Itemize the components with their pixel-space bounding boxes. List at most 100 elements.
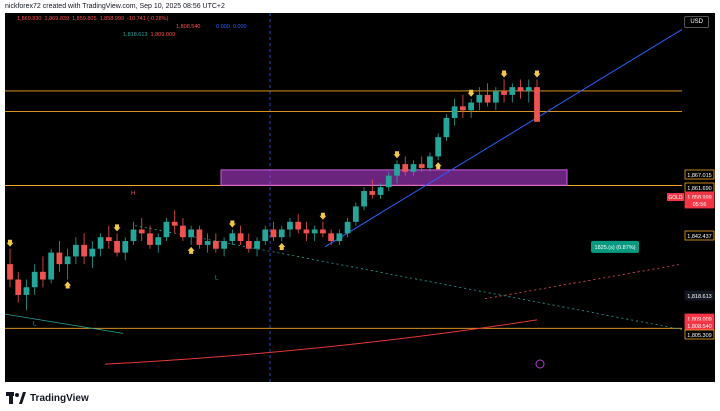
candle-body-14	[122, 241, 129, 253]
candle-body-58	[484, 94, 491, 103]
signal-arrow-down-6	[319, 212, 327, 220]
price-tag-text-0: 1,867.015	[687, 173, 711, 179]
candle-body-50	[418, 164, 425, 168]
candle-body-6	[56, 252, 63, 265]
candle-body-30	[254, 241, 260, 249]
legend-row-1: 1,869.830 1,869.839 1,859.805 1,858.999 …	[11, 16, 168, 22]
legend-row-3: 0.000 0.000	[210, 24, 247, 30]
signal-arrow-up-5	[278, 243, 286, 251]
legend-row-3-v1: 0.000	[232, 24, 247, 30]
candle-body-29	[245, 241, 252, 249]
signal-arrow-down-10	[500, 70, 508, 78]
demand-zone	[220, 169, 568, 186]
candle-body-15	[130, 229, 137, 242]
price-tag-text-4: 1,842.437	[687, 234, 711, 240]
tradingview-logo[interactable]: TradingView	[6, 392, 89, 404]
price-tag-text-2: 1,858.999	[687, 195, 711, 201]
candle-body-31	[262, 229, 269, 242]
candle-body-53	[443, 117, 450, 138]
legend-row-1-v3: 1,858.999	[99, 16, 125, 22]
candle-body-16	[138, 229, 145, 234]
price-tag-text-1: 1,861.690	[687, 186, 711, 192]
candle-body-49	[410, 164, 417, 172]
candle-body-4	[40, 271, 46, 280]
signal-arrow-down-7	[393, 151, 401, 159]
candle-body-55	[460, 106, 466, 111]
candle-body-62	[517, 87, 524, 92]
chart-plot-area[interactable]: H L L 1825.(s) (0.87%) 1,867.015 1,861.690 1,8…	[5, 13, 715, 382]
price-tag-bg-4	[684, 230, 715, 241]
candle-body-39	[328, 233, 335, 242]
symbol-tag-bg	[667, 193, 684, 201]
signal-arrow-down-4	[228, 220, 236, 228]
candle-body-35	[295, 221, 302, 230]
candle-body-45	[377, 187, 384, 195]
candle-body-1	[15, 279, 22, 295]
candle-body-38	[320, 229, 326, 234]
price-tag-text-7: 1,808.540	[687, 324, 711, 330]
event-icon	[535, 359, 545, 369]
signal-arrow-up-1	[64, 281, 72, 289]
candle-body-21	[180, 225, 186, 238]
price-tag-bg-8	[684, 329, 715, 340]
candle-body-51	[427, 156, 433, 168]
tradingview-brand-text: TradingView	[30, 392, 89, 404]
candle-body-27	[229, 233, 236, 242]
price-tag-text-3: 05:56	[693, 202, 707, 208]
legend-row-2: 1,808.540	[170, 24, 200, 30]
candle-body-24	[204, 241, 211, 245]
symbol-tag-text: GOLD	[668, 195, 683, 201]
signal-arrow-down-11	[533, 70, 541, 78]
pivot-label-2: L	[33, 322, 37, 328]
candle-body-32	[270, 229, 277, 238]
candle-body-59	[492, 91, 499, 103]
pivot-label-1: L	[215, 276, 219, 282]
legend-row-2-v0: 1,808.540	[176, 24, 201, 30]
signal-arrow-down-9	[467, 89, 475, 97]
candle-body-46	[385, 175, 392, 188]
candle-body-34	[287, 221, 293, 230]
price-chart[interactable]: H L L 1825.(s) (0.87%) 1,867.015 1,861.690 1,8…	[5, 13, 715, 382]
candle-body-25	[212, 241, 219, 249]
candle-body-54	[451, 106, 458, 118]
candle-body-10	[89, 248, 96, 257]
candle-body-40	[336, 233, 343, 242]
signal-arrow-up-8	[434, 162, 442, 170]
candle-body-20	[171, 221, 178, 226]
candle-body-47	[394, 164, 400, 176]
price-tag-text-8: 1,805.309	[687, 333, 711, 339]
candle-body-43	[361, 191, 367, 207]
signal-arrow-up-3	[187, 246, 195, 254]
projection-dashed-line	[484, 263, 683, 300]
candle-body-2	[23, 287, 30, 295]
price-tag-bg-3	[684, 198, 715, 209]
candle-body-3	[31, 271, 38, 288]
attribution-text: nickforex72 created with TradingView.com…	[5, 3, 225, 10]
candle-body-36	[303, 229, 310, 234]
candle-body-12	[105, 237, 112, 242]
candle-body-64	[534, 87, 540, 122]
price-tag-text-6: 1,809.009	[687, 317, 711, 323]
legend-row-1-v2: 1,859.805	[72, 16, 97, 22]
signal-arrow-down-0	[6, 239, 14, 247]
candle-body-42	[352, 206, 359, 222]
candle-body-57	[476, 94, 483, 103]
candle-body-19	[163, 221, 170, 238]
candle-body-33	[278, 229, 285, 238]
candle-body-8	[72, 244, 79, 257]
candle-body-23	[196, 229, 203, 245]
candle-body-17	[147, 233, 153, 245]
currency-badge[interactable]: USD	[684, 16, 709, 28]
footer: TradingView	[0, 386, 720, 411]
tradingview-logo-icon	[6, 392, 26, 404]
legend-row-1-v1: 1,869.839	[44, 16, 69, 22]
candle-body-37	[311, 229, 318, 234]
price-tag-bg-5	[684, 290, 715, 301]
price-tag-text-5: 1,818.613	[687, 294, 711, 300]
candle-body-13	[114, 241, 120, 253]
legend-row-4-v1: 1,809.009	[150, 32, 175, 38]
measure-tag-text: 1825.(s) (0.87%)	[595, 245, 636, 251]
legend-row-4: 1,818.613 1,809.009	[117, 32, 175, 38]
candle-body-18	[155, 237, 162, 245]
